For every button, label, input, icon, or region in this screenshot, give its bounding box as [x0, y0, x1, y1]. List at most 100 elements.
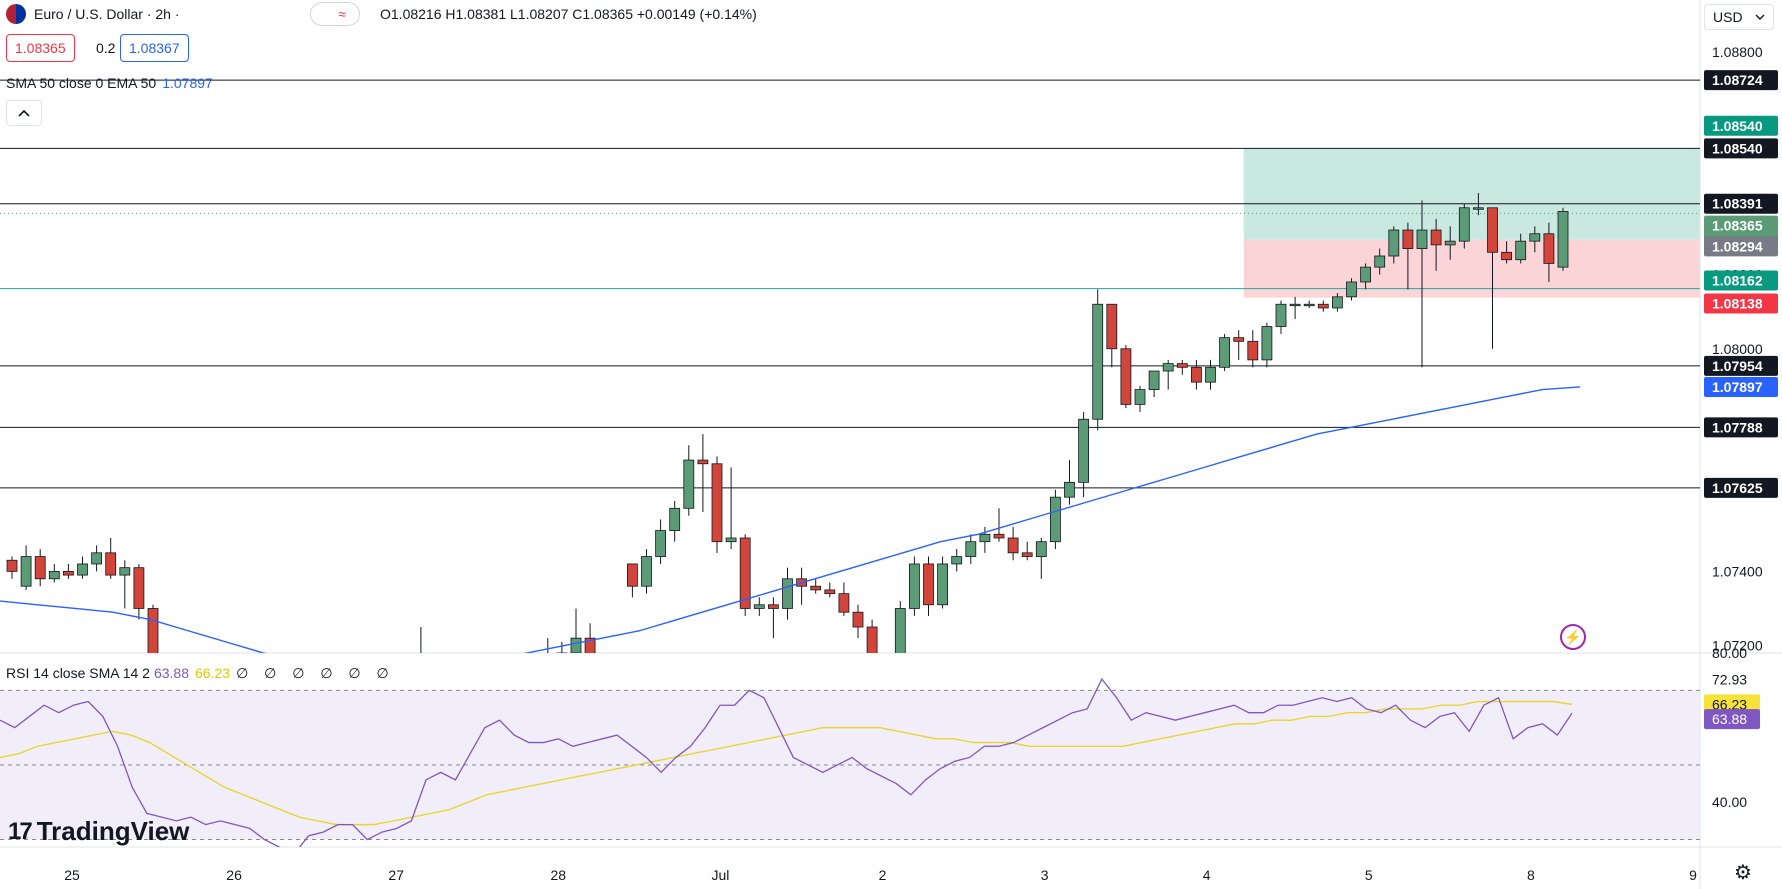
time-tick-label: Jul	[711, 867, 729, 883]
candle-body	[1543, 233, 1555, 264]
candle-body	[1346, 281, 1357, 298]
price-label-box	[1704, 417, 1778, 438]
price-label-box	[1704, 270, 1778, 291]
symbol-title: Euro / U.S. Dollar · 2h ·	[34, 6, 180, 22]
candle-body	[655, 530, 666, 557]
time-tick-label: 28	[551, 867, 567, 883]
candle-body	[556, 652, 568, 653]
time-tick-label: 27	[388, 867, 404, 883]
candle-body	[1064, 481, 1075, 498]
sma-legend[interactable]: SMA 50 close 0 EMA 50 1.07897	[6, 75, 213, 91]
stop-loss-zone	[1243, 239, 1700, 298]
time-tick-label: 26	[226, 867, 242, 883]
candle-body	[725, 537, 737, 543]
price-label: 1.08365	[1712, 218, 1763, 234]
rsi-tick-label: 80.00	[1712, 645, 1747, 661]
price-tick-label: 1.08800	[1712, 44, 1763, 60]
candle-body	[979, 533, 991, 543]
tradingview-logo[interactable]: 17 TradingView	[8, 816, 189, 847]
sma-line	[0, 386, 1581, 653]
rsi-extra-values: ∅ ∅ ∅ ∅ ∅ ∅	[236, 665, 395, 681]
candle-body	[810, 585, 822, 591]
candle-body	[768, 604, 779, 609]
candle-body	[1317, 303, 1329, 309]
candle-body	[20, 556, 32, 587]
candle-body	[937, 563, 948, 606]
candle-body	[1092, 303, 1104, 420]
sma-value: 1.07897	[162, 75, 213, 91]
price-label-box	[1704, 138, 1778, 159]
rsi-ma-label: 66.23	[1712, 696, 1747, 712]
lightning-icon[interactable]: ⚡	[1560, 624, 1586, 650]
candle-body	[1078, 418, 1089, 483]
candle-body	[1205, 366, 1216, 383]
candle-body	[881, 660, 891, 675]
price-label-box	[1704, 115, 1778, 136]
price-pane	[0, 79, 1700, 690]
candle-body	[613, 668, 623, 683]
candle-body	[641, 556, 652, 587]
candle-body	[894, 608, 906, 653]
candle-body	[6, 559, 18, 572]
time-tick-label: 25	[64, 867, 80, 883]
time-tick-label: 5	[1365, 867, 1373, 883]
candle-body	[965, 541, 977, 557]
candle-body	[584, 637, 596, 653]
rsi-legend[interactable]: RSI 14 close SMA 14 2 63.88 66.23 ∅ ∅ ∅ ∅ ∅…	[6, 665, 395, 682]
symbol-legend[interactable]: Euro / U.S. Dollar · 2h ·	[6, 4, 180, 24]
candle-body	[1332, 296, 1343, 309]
candle-body	[119, 567, 131, 576]
candle-body	[1557, 211, 1569, 268]
candle-body	[1374, 255, 1386, 268]
market-status-pill[interactable]: ≈	[310, 2, 360, 26]
candle-body	[1416, 229, 1428, 249]
price-label: 1.08294	[1712, 238, 1763, 254]
candle-body	[1289, 303, 1301, 307]
rsi-label: 63.88	[1712, 711, 1747, 727]
candle-body	[48, 570, 60, 580]
candle-body	[697, 459, 709, 465]
currency-selector[interactable]: USD	[1704, 4, 1774, 30]
tradingview-logo-text: TradingView	[36, 816, 190, 846]
price-label: 1.08540	[1712, 118, 1763, 134]
price-label: 1.08391	[1712, 196, 1763, 212]
candle-body	[627, 563, 638, 587]
candle-body	[1106, 303, 1118, 350]
candle-body	[1515, 240, 1527, 261]
tradingview-logo-mark: 17	[8, 817, 33, 845]
buy-button[interactable]: 1.08367	[120, 34, 189, 62]
spread-value: 0.2	[96, 40, 116, 56]
candle-body	[838, 593, 850, 613]
candle-body	[923, 563, 934, 606]
candle-body	[782, 578, 793, 609]
candle-body	[1303, 303, 1315, 307]
candle-body	[570, 637, 582, 653]
ohlc-readout: O1.08216 H1.08381 L1.08207 C1.08365 +0.0…	[380, 6, 757, 22]
sell-button[interactable]: 1.08365	[6, 34, 75, 62]
price-tick-label: 1.07400	[1712, 563, 1763, 579]
gear-icon[interactable]: ⚙	[1734, 862, 1752, 884]
price-label: 1.07897	[1712, 379, 1763, 395]
collapse-legend-button[interactable]	[6, 100, 42, 126]
candle-body	[683, 459, 695, 509]
candle-body	[753, 604, 765, 609]
rsi-label: RSI 14 close SMA 14 2	[6, 665, 150, 681]
candle-body	[162, 683, 172, 690]
price-label: 1.07788	[1712, 419, 1763, 435]
candle-body	[1247, 340, 1259, 361]
candle-body	[1360, 266, 1371, 283]
rsi-pane	[0, 677, 1700, 847]
price-label-box	[1704, 477, 1778, 498]
price-label: 1.08540	[1712, 140, 1763, 156]
candle-body	[529, 660, 539, 667]
rsi-line	[0, 677, 1573, 847]
candle-body	[77, 563, 88, 576]
candle-body	[1487, 207, 1498, 253]
candle-body	[1529, 233, 1541, 242]
time-tick-label: 4	[1203, 867, 1211, 883]
price-label: 1.08724	[1712, 72, 1763, 88]
candle-body	[1444, 240, 1456, 246]
candle-body	[1162, 363, 1174, 372]
candle-body	[543, 660, 553, 675]
